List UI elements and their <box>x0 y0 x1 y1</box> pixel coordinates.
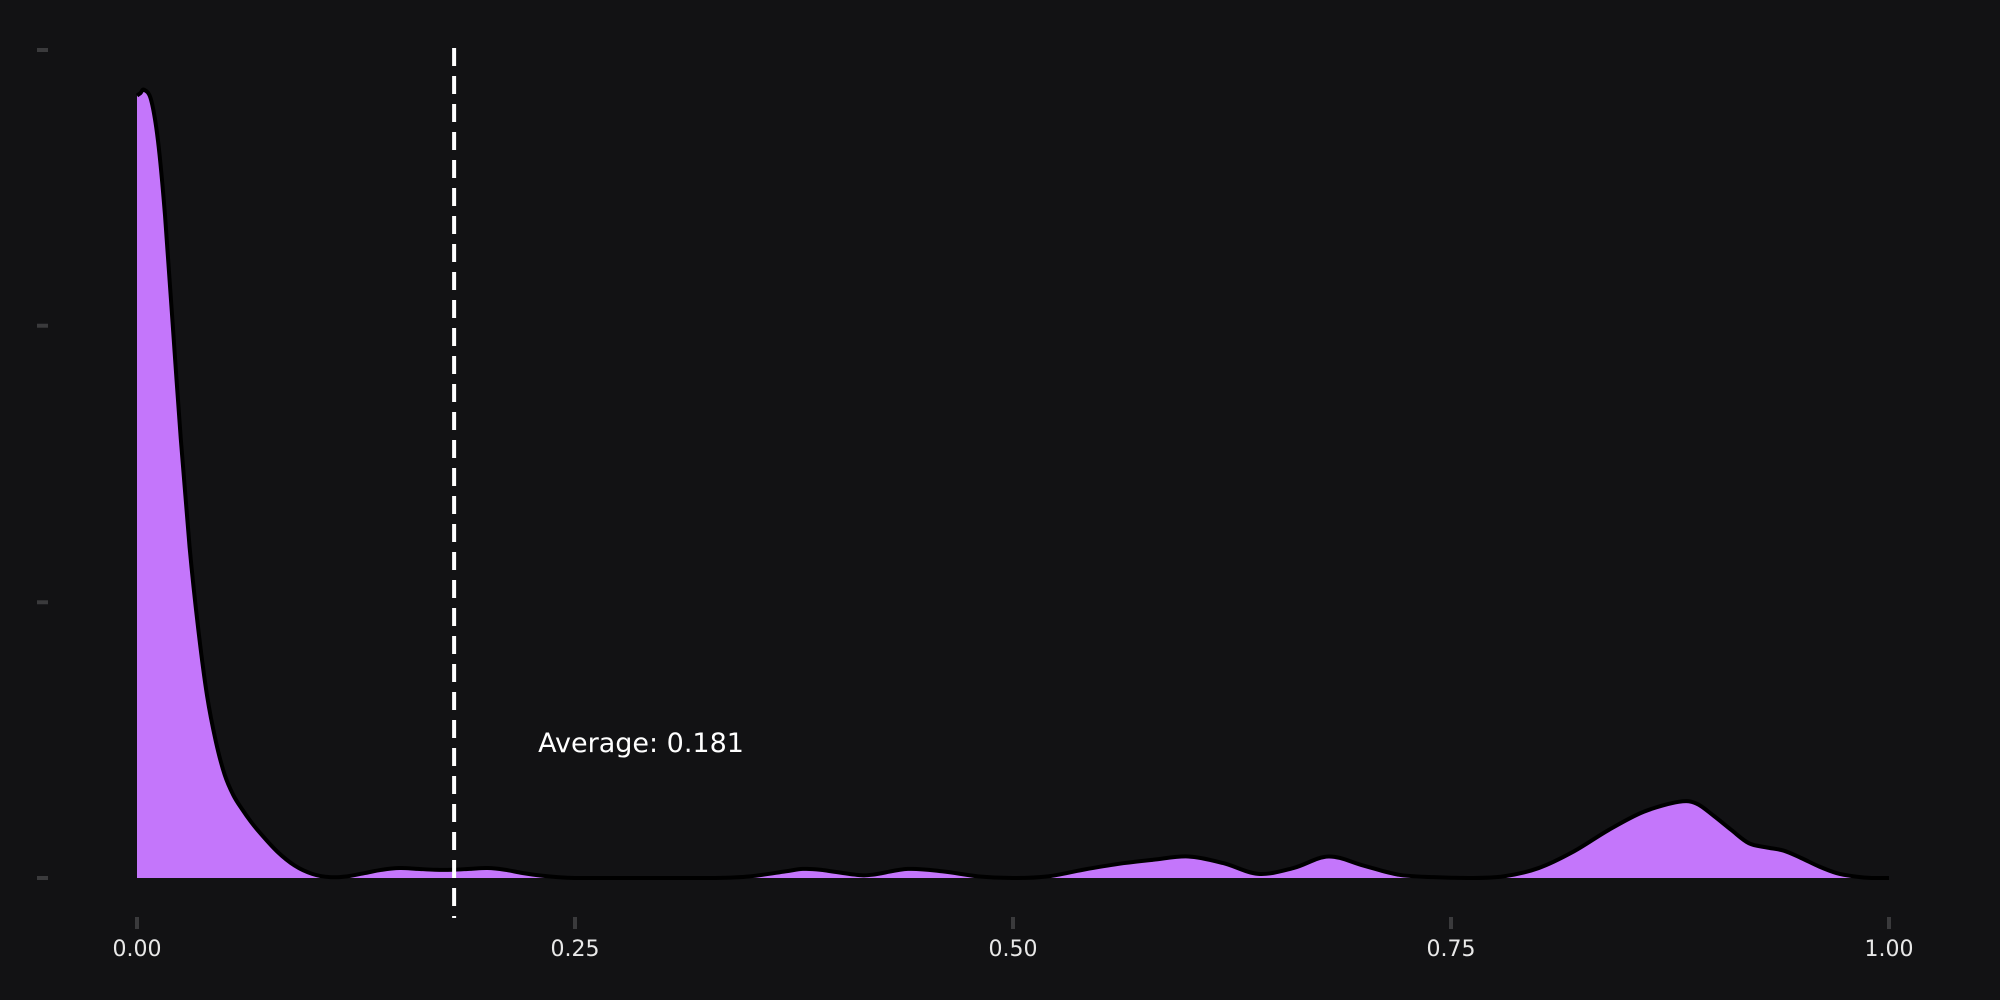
x-tick-label-2: 0.50 <box>989 937 1038 962</box>
average-label: Average: 0.181 <box>538 728 744 759</box>
density-outline <box>135 87 1889 881</box>
x-tick-label-4: 1.00 <box>1865 937 1914 962</box>
x-axis: 0.00 0.25 0.50 0.75 1.00 <box>113 917 1914 962</box>
x-tick-label-0: 0.00 <box>113 937 162 962</box>
y-axis <box>37 48 48 880</box>
x-tick-label-3: 0.75 <box>1427 937 1476 962</box>
x-tick-label-1: 0.25 <box>551 937 600 962</box>
